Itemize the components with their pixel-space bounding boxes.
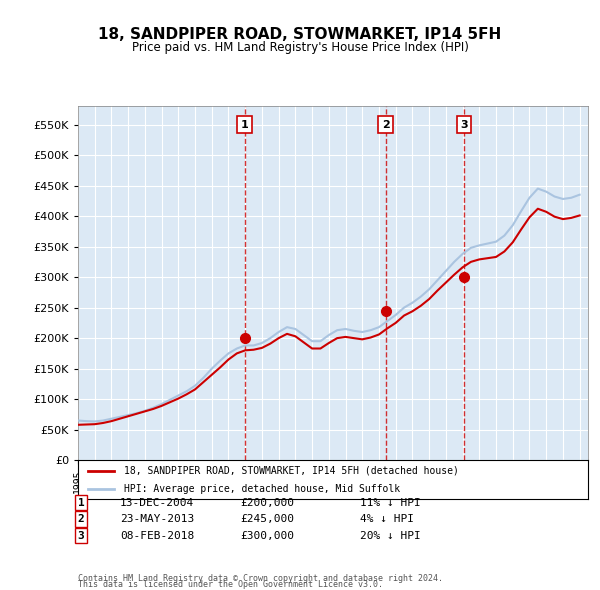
Text: £300,000: £300,000: [240, 531, 294, 540]
Text: 4% ↓ HPI: 4% ↓ HPI: [360, 514, 414, 524]
Text: 18, SANDPIPER ROAD, STOWMARKET, IP14 5FH: 18, SANDPIPER ROAD, STOWMARKET, IP14 5FH: [98, 27, 502, 41]
Text: 2: 2: [77, 514, 85, 524]
Text: 11% ↓ HPI: 11% ↓ HPI: [360, 498, 421, 507]
Text: 23-MAY-2013: 23-MAY-2013: [120, 514, 194, 524]
Text: 1: 1: [77, 498, 85, 507]
Text: 1: 1: [241, 120, 248, 130]
Text: £245,000: £245,000: [240, 514, 294, 524]
Text: Contains HM Land Registry data © Crown copyright and database right 2024.: Contains HM Land Registry data © Crown c…: [78, 574, 443, 583]
Text: HPI: Average price, detached house, Mid Suffolk: HPI: Average price, detached house, Mid …: [124, 484, 400, 494]
Text: 2: 2: [382, 120, 389, 130]
Text: 18, SANDPIPER ROAD, STOWMARKET, IP14 5FH (detached house): 18, SANDPIPER ROAD, STOWMARKET, IP14 5FH…: [124, 466, 459, 476]
Text: 13-DEC-2004: 13-DEC-2004: [120, 498, 194, 507]
Text: 3: 3: [460, 120, 468, 130]
Text: 08-FEB-2018: 08-FEB-2018: [120, 531, 194, 540]
Text: 3: 3: [77, 531, 85, 540]
Text: This data is licensed under the Open Government Licence v3.0.: This data is licensed under the Open Gov…: [78, 580, 383, 589]
Text: Price paid vs. HM Land Registry's House Price Index (HPI): Price paid vs. HM Land Registry's House …: [131, 41, 469, 54]
Text: £200,000: £200,000: [240, 498, 294, 507]
Text: 20% ↓ HPI: 20% ↓ HPI: [360, 531, 421, 540]
